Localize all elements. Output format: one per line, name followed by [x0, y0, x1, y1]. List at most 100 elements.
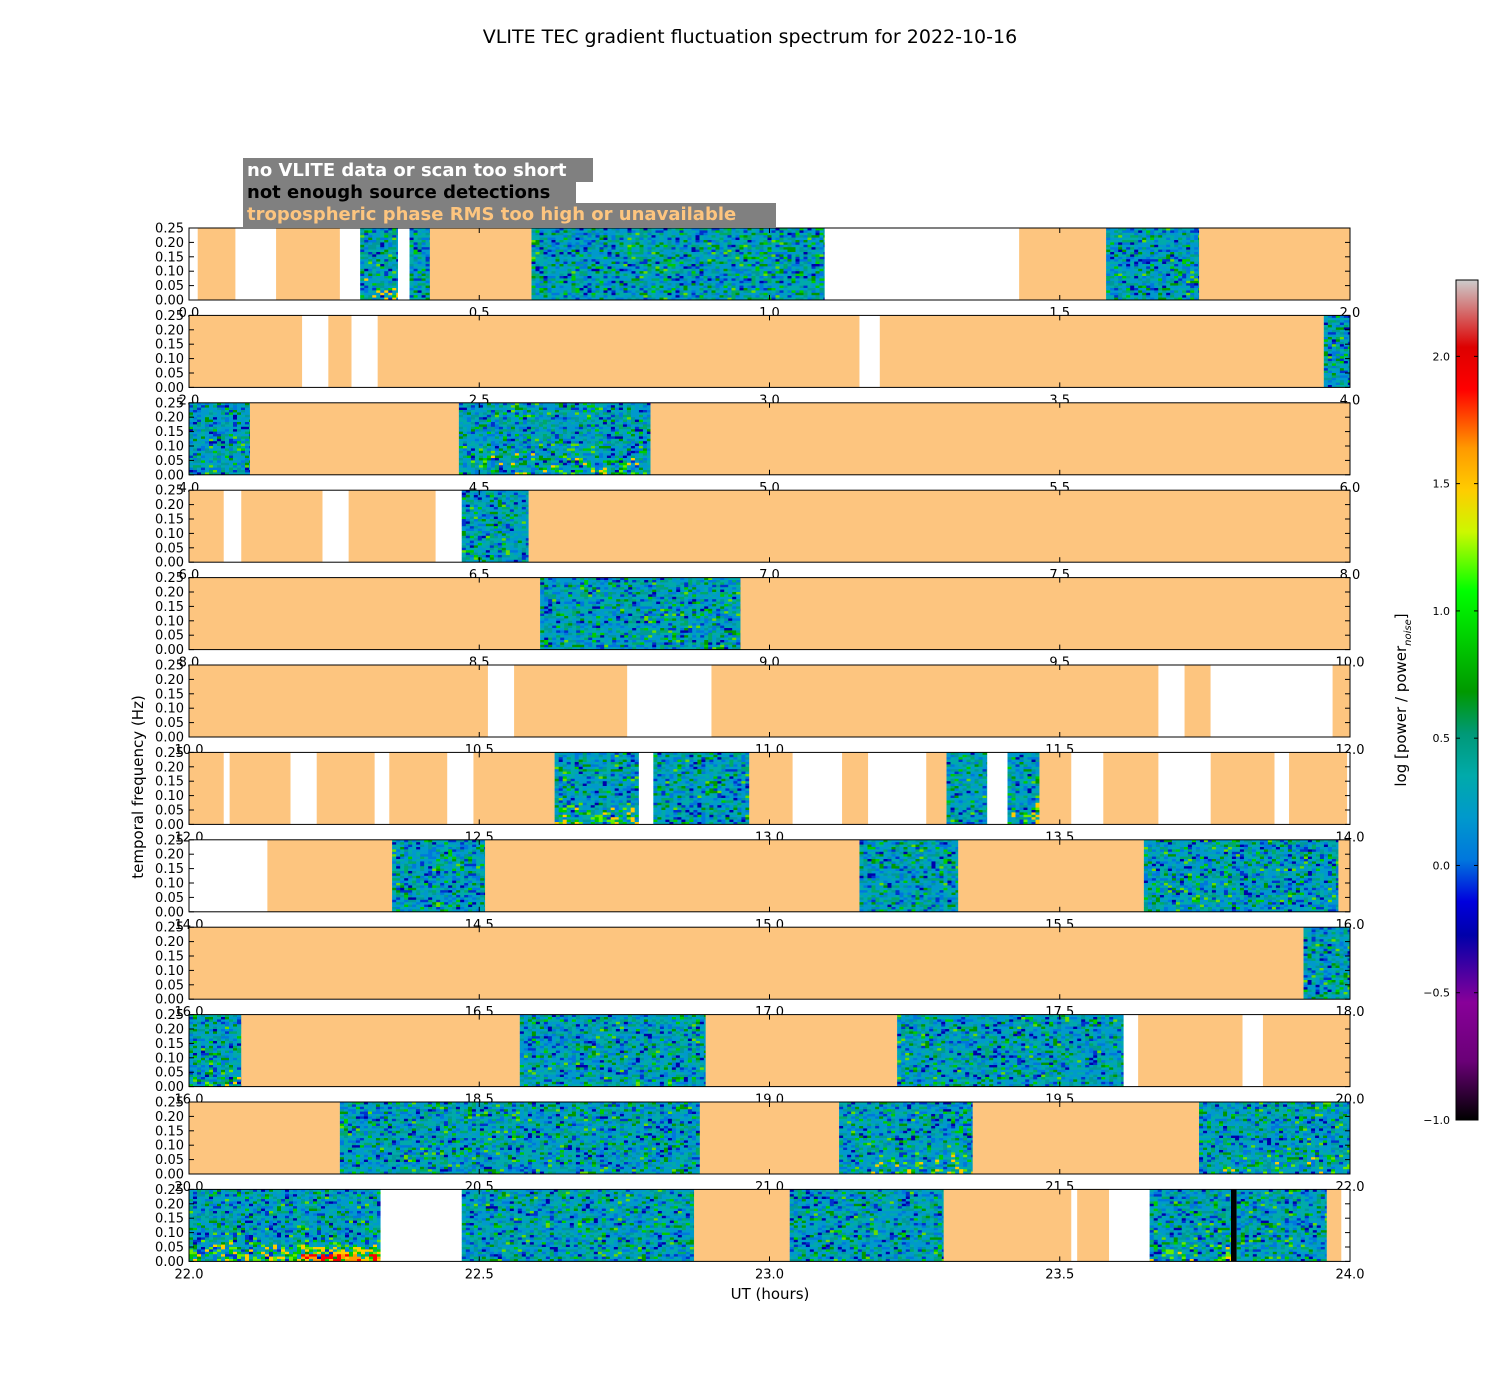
y-tick-label: 0.10 — [155, 964, 184, 979]
spectrum-block — [360, 228, 401, 300]
y-tick-label: 0.15 — [155, 775, 184, 790]
spectrum-block — [1106, 228, 1203, 300]
no-data-block — [627, 665, 712, 737]
troposphere-block — [241, 1014, 520, 1087]
y-tick-label: 0.15 — [155, 338, 184, 353]
y-tick-label: 0.15 — [155, 862, 184, 877]
spectrum-block — [461, 490, 531, 563]
x-tick-label: 22.5 — [465, 1267, 494, 1282]
y-tick-label: 0.00 — [155, 1255, 184, 1270]
panel-4.0-6.0: 0.000.050.100.150.200.254.0 4.5 5.0 5.5 6.0 — [155, 396, 1360, 496]
no-data-block — [1071, 752, 1104, 825]
troposphere-block — [189, 927, 1304, 1000]
y-tick-label: 0.00 — [155, 556, 184, 571]
spectrum-block — [1303, 927, 1350, 1000]
spectrum-block — [1143, 839, 1341, 912]
no-data-block — [223, 490, 242, 563]
troposphere-block — [189, 665, 488, 737]
y-tick-label: 0.05 — [155, 978, 184, 993]
y-tick-label: 0.05 — [155, 1241, 184, 1256]
y-tick-label: 0.20 — [155, 760, 184, 775]
y-tick-label: 0.10 — [155, 440, 184, 455]
y-tick-label: 0.10 — [155, 527, 184, 542]
y-tick-label: 0.15 — [155, 425, 184, 440]
y-tick-label: 0.15 — [155, 950, 184, 965]
no-data-block — [290, 752, 317, 825]
y-tick-label: 0.10 — [155, 702, 184, 717]
spectrum-block — [1007, 752, 1040, 825]
y-tick-label: 0.00 — [155, 905, 184, 920]
y-tick-label: 0.00 — [155, 731, 184, 746]
no-data-block — [1158, 665, 1185, 737]
y-tick-label: 0.15 — [155, 1212, 184, 1227]
troposphere-block — [473, 752, 555, 825]
troposphere-block — [842, 752, 869, 825]
spectrum-block — [1323, 315, 1350, 388]
no-data-block — [824, 228, 1020, 300]
no-data-block — [638, 752, 654, 825]
y-tick-label: 0.05 — [155, 891, 184, 906]
no-data-block — [322, 490, 349, 563]
y-tick-label: 0.05 — [155, 279, 184, 294]
spectrum-block — [458, 402, 652, 475]
y-tick-label: 0.25 — [155, 396, 184, 411]
y-tick-label: 0.05 — [155, 454, 184, 469]
y-tick-label: 0.00 — [155, 818, 184, 833]
y-tick-label: 0.25 — [155, 833, 184, 848]
chart-title: VLITE TEC gradient fluctuation spectrum … — [483, 26, 1017, 48]
troposphere-block — [189, 1102, 340, 1174]
troposphere-block — [514, 665, 628, 737]
y-tick-label: 0.10 — [155, 1226, 184, 1241]
spectrum-block — [897, 1014, 1126, 1087]
no-data-block — [435, 490, 462, 563]
y-axis-label: temporal frequency (Hz) — [129, 695, 147, 879]
troposphere-block — [1039, 752, 1072, 825]
colorbar-tick-label: 2.0 — [1433, 350, 1451, 363]
y-tick-label: 0.20 — [155, 1197, 184, 1212]
troposphere-block — [1077, 1189, 1110, 1262]
legend-no-data: no VLITE data or scan too short — [247, 160, 567, 181]
panel-2.0-4.0: 0.000.050.100.150.200.252.0 2.5 3.0 3.5 4.0 — [155, 309, 1360, 409]
panel-6.0-8.0: 0.000.050.100.150.200.256.0 6.5 7.0 7.5 8.0 — [155, 484, 1360, 584]
y-tick-label: 0.05 — [155, 716, 184, 731]
spectrum-block — [339, 1102, 701, 1174]
spectrum-block — [1236, 1189, 1330, 1262]
troposphere-block — [740, 577, 1350, 650]
troposphere-block — [389, 752, 448, 825]
spectrum-block — [653, 752, 750, 825]
y-tick-label: 0.00 — [155, 1168, 184, 1183]
colorbar-tick-label: −1.0 — [1423, 1114, 1450, 1127]
y-tick-label: 0.10 — [155, 265, 184, 280]
y-tick-label: 0.15 — [155, 600, 184, 615]
y-tick-label: 0.10 — [155, 789, 184, 804]
y-tick-label: 0.10 — [155, 614, 184, 629]
troposphere-block — [1289, 752, 1348, 825]
troposphere-block — [1019, 228, 1107, 300]
troposphere-block — [1326, 1189, 1342, 1262]
troposphere-block — [377, 315, 860, 388]
y-tick-label: 0.15 — [155, 687, 184, 702]
y-tick-label: 0.20 — [155, 673, 184, 688]
x-tick-label: 23.0 — [755, 1267, 784, 1282]
no-data-block — [859, 315, 880, 388]
troposphere-block — [699, 1102, 840, 1174]
no-data-block — [351, 315, 378, 388]
troposphere-block — [1199, 228, 1350, 300]
troposphere-block — [972, 1102, 1200, 1174]
y-tick-label: 0.20 — [155, 1110, 184, 1125]
y-tick-label: 0.05 — [155, 804, 184, 819]
y-tick-label: 0.25 — [155, 1096, 184, 1111]
y-tick-label: 0.00 — [155, 1080, 184, 1095]
spectrum-block — [946, 752, 991, 825]
troposphere-block — [528, 490, 1350, 563]
y-tick-label: 0.10 — [155, 877, 184, 892]
spectrum-block — [519, 1014, 709, 1087]
x-axis-label: UT (hours) — [731, 1285, 810, 1303]
no-data-block — [792, 752, 843, 825]
y-tick-label: 0.20 — [155, 236, 184, 251]
colorbar-tick-label: −0.5 — [1423, 987, 1450, 1000]
troposphere-block — [711, 665, 1159, 737]
spectrum-block — [392, 839, 489, 912]
